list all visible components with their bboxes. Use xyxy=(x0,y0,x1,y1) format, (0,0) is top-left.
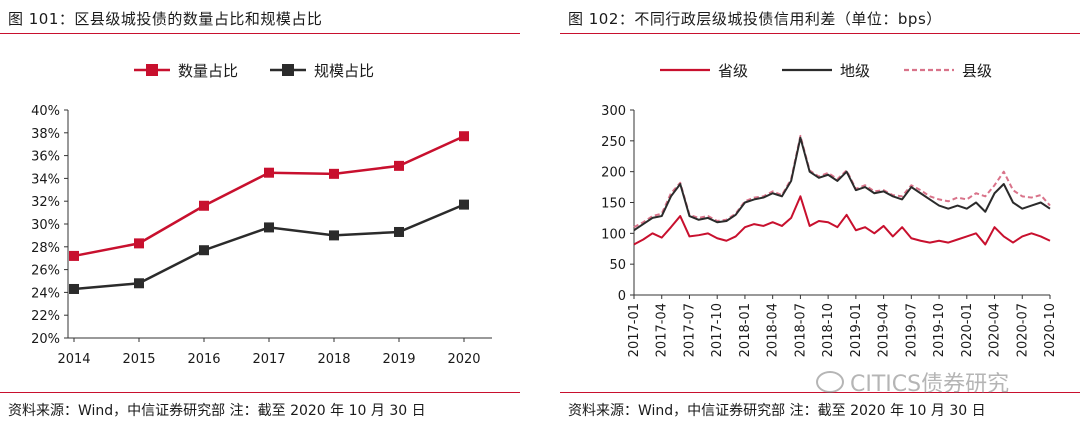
right-series-line-2 xyxy=(633,134,1051,229)
right-x-tick-label: 2017-01 xyxy=(627,303,642,357)
left-data-point-0 xyxy=(394,160,404,171)
right-legend-label: 地级 xyxy=(840,62,870,80)
right-legend-label: 省级 xyxy=(718,62,748,80)
left-y-tick-label: 32% xyxy=(31,195,60,210)
left-data-point-1 xyxy=(264,222,274,233)
left-x-tick-label: 2017 xyxy=(252,352,285,367)
left-data-point-1 xyxy=(199,245,209,256)
left-legend-marker xyxy=(146,64,158,76)
left-y-tick-label: 22% xyxy=(31,309,60,324)
right-x-tick-label: 2020-01 xyxy=(960,303,975,357)
left-x-tick-label: 2014 xyxy=(57,352,90,367)
right-x-tick-label: 2018-01 xyxy=(738,303,753,357)
right-y-tick-label: 300 xyxy=(601,104,626,119)
right-x-tick-label: 2020-07 xyxy=(1015,303,1030,357)
left-x-tick-label: 2019 xyxy=(382,352,415,367)
wechat-logo-icon xyxy=(816,371,844,393)
left-chart-panel: 图 101：区县级城投债的数量占比和规模占比 20% 22% 24% 26% 28% 30… xyxy=(0,0,520,430)
left-data-point-1 xyxy=(134,278,144,289)
right-source-note: 资料来源：Wind，中信证券研究部 注：截至 2020 年 10 月 30 日 xyxy=(568,403,986,419)
left-legend-label: 数量占比 xyxy=(178,62,238,80)
right-series-line-1 xyxy=(633,136,1051,232)
right-x-tick-label: 2018-07 xyxy=(793,303,808,357)
left-data-point-0 xyxy=(69,250,79,261)
left-y-tick-label: 30% xyxy=(31,218,60,233)
right-x-tick-label: 2019-04 xyxy=(877,303,892,357)
right-x-tick-label: 2017-10 xyxy=(710,303,725,357)
left-chart-title: 图 101：区县级城投债的数量占比和规模占比 xyxy=(8,10,323,28)
left-line-chart: 20% 22% 24% 26% 28% 30% 32% 34% 36% 38% 40% 2014 201… xyxy=(31,62,492,367)
right-y-tick-label: 50 xyxy=(609,258,626,273)
left-source-note: 资料来源：Wind，中信证券研究部 注：截至 2020 年 10 月 30 日 xyxy=(8,403,426,419)
left-data-point-1 xyxy=(329,230,339,241)
right-x-tick-label: 2018-10 xyxy=(821,303,836,357)
right-y-tick-label: 0 xyxy=(618,289,626,304)
left-y-tick-label: 34% xyxy=(31,172,60,187)
right-y-tick-label: 100 xyxy=(601,227,626,242)
right-x-tick-label: 2020-04 xyxy=(988,303,1003,357)
right-y-tick-label: 150 xyxy=(601,197,626,212)
left-legend-label: 规模占比 xyxy=(314,62,374,80)
right-title-rule xyxy=(560,33,1080,34)
left-y-tick-label: 26% xyxy=(31,264,60,279)
left-data-point-0 xyxy=(199,200,209,211)
left-series-line-1 xyxy=(73,203,465,291)
left-data-point-0 xyxy=(459,131,469,142)
left-y-tick-label: 28% xyxy=(31,241,60,256)
right-source-rule xyxy=(560,392,1080,393)
right-y-tick-label: 250 xyxy=(601,135,626,150)
right-y-tick-label: 200 xyxy=(601,166,626,181)
right-x-tick-label: 2020-10 xyxy=(1043,303,1058,357)
left-y-tick-label: 20% xyxy=(31,332,60,347)
left-data-point-1 xyxy=(394,226,404,237)
left-source-rule xyxy=(0,392,520,393)
right-x-tick-label: 2017-04 xyxy=(655,303,670,357)
left-x-tick-label: 2018 xyxy=(317,352,350,367)
left-y-tick-label: 38% xyxy=(31,127,60,142)
left-y-tick-label: 24% xyxy=(31,286,60,301)
left-title-rule xyxy=(0,33,520,34)
left-x-tick-label: 2020 xyxy=(447,352,480,367)
left-y-tick-label: 36% xyxy=(31,150,60,165)
right-chart-title: 图 102：不同行政层级城投债信用利差（单位：bps） xyxy=(568,10,942,28)
right-x-tick-label: 2018-04 xyxy=(766,303,781,357)
right-line-chart: 0 50 100 150 200 250 300 2017-01 2017-04 2017-07 2… xyxy=(601,62,1058,357)
left-series-line-0 xyxy=(73,135,465,258)
right-x-tick-label: 2019-10 xyxy=(932,303,947,357)
left-data-point-0 xyxy=(134,238,144,249)
left-data-point-1 xyxy=(459,199,469,210)
right-x-tick-label: 2019-07 xyxy=(904,303,919,357)
left-x-tick-label: 2015 xyxy=(122,352,155,367)
right-x-tick-label: 2019-01 xyxy=(849,303,864,357)
right-series-line-0 xyxy=(633,195,1051,246)
watermark-text: CITICS债券研究 xyxy=(850,372,1010,397)
right-legend-label: 县级 xyxy=(962,62,992,80)
wechat-watermark: CITICS债券研究 xyxy=(816,366,1009,398)
right-chart-panel: 图 102：不同行政层级城投债信用利差（单位：bps） 0 50 100 150 200… xyxy=(560,0,1080,430)
left-data-point-0 xyxy=(329,168,339,179)
right-x-tick-label: 2017-07 xyxy=(682,303,697,357)
left-y-tick-label: 40% xyxy=(31,104,60,119)
left-x-tick-label: 2016 xyxy=(187,352,220,367)
left-data-point-0 xyxy=(264,167,274,178)
left-data-point-1 xyxy=(69,283,79,294)
left-legend-marker xyxy=(282,64,294,76)
